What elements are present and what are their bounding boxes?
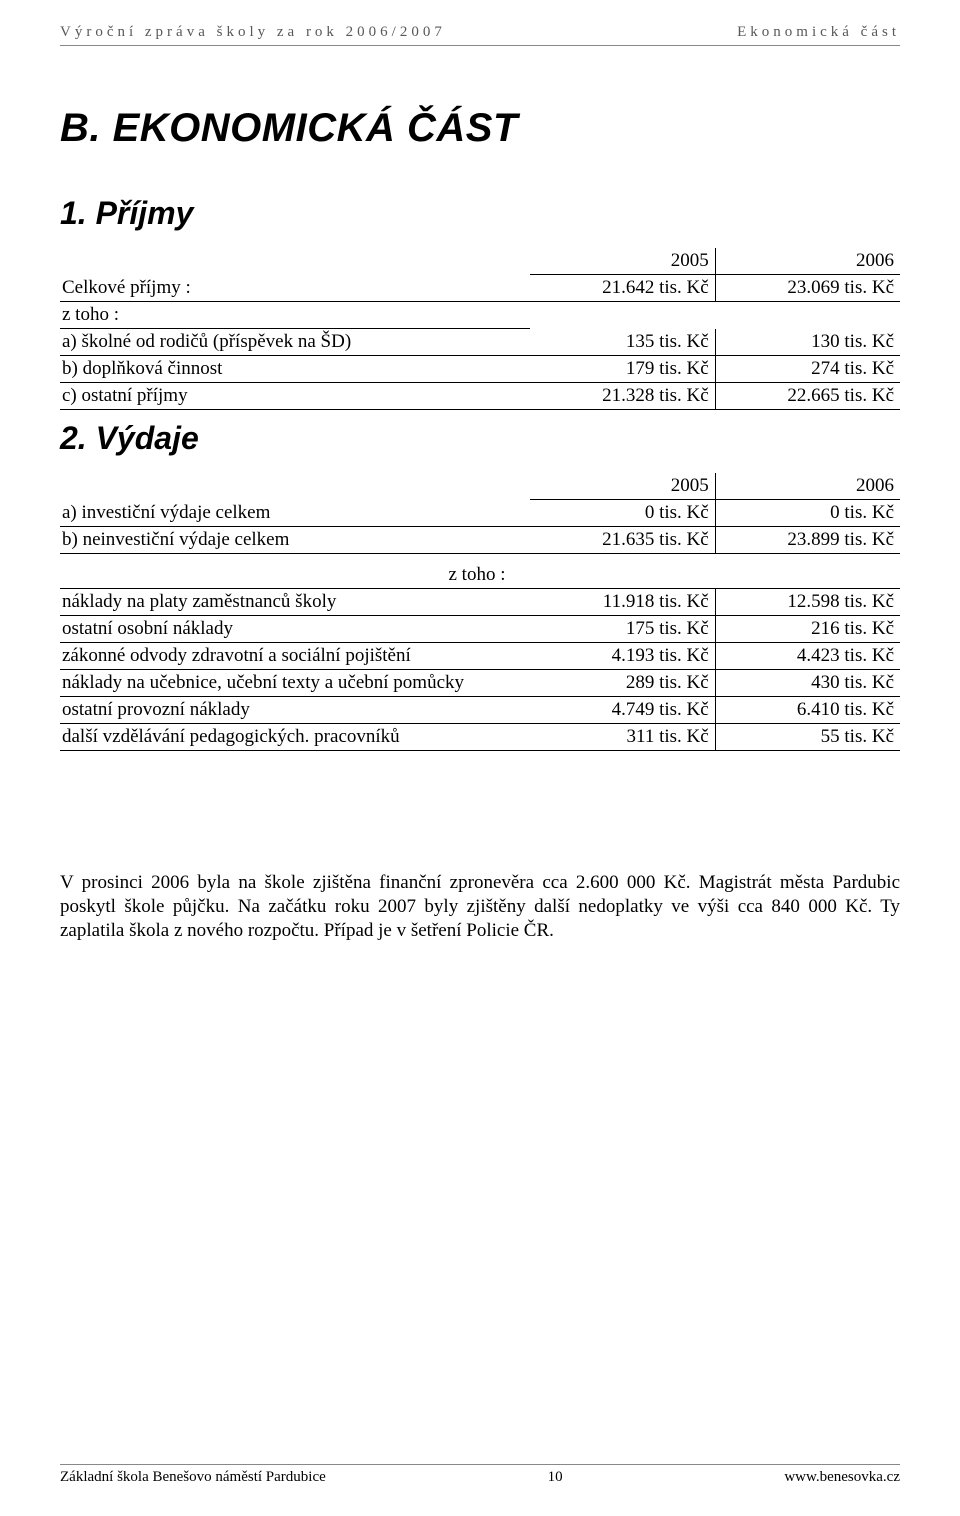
vydaje-b-v1: 21.635 tis. Kč	[530, 527, 715, 554]
vydaje-row-5-v1: 311 tis. Kč	[530, 723, 715, 750]
section-vydaje-title: 2. Výdaje	[60, 420, 900, 457]
body-paragraph: V prosinci 2006 byla na škole zjištěna f…	[60, 871, 900, 944]
header-left: Výroční zpráva školy za rok 2006/2007	[60, 24, 446, 41]
vydaje-row-3-v1: 289 tis. Kč	[530, 669, 715, 696]
footer-right: www.benesovka.cz	[784, 1469, 900, 1486]
vydaje-b-label: b) neinvestiční výdaje celkem	[60, 527, 530, 554]
z-toho-prijmy: z toho :	[60, 302, 530, 329]
prijmy-row-0-v1: 135 tis. Kč	[530, 329, 715, 356]
prijmy-year-2: 2006	[715, 248, 900, 275]
header-right: Ekonomická část	[737, 24, 900, 41]
vydaje-row-5-v2: 55 tis. Kč	[715, 723, 900, 750]
celkove-prijmy-v2: 23.069 tis. Kč	[715, 275, 900, 302]
prijmy-row-1-v1: 179 tis. Kč	[530, 356, 715, 383]
vydaje-row-1-label: ostatní osobní náklady	[60, 615, 530, 642]
page-footer: Základní škola Benešovo náměstí Pardubic…	[60, 1464, 900, 1486]
table-vydaje: 2005 2006 a) investiční výdaje celkem 0 …	[60, 473, 900, 751]
prijmy-row-2-label: c) ostatní příjmy	[60, 383, 530, 410]
vydaje-row-5-label: další vzdělávání pedagogických. pracovní…	[60, 723, 530, 750]
celkove-prijmy-label: Celkové příjmy :	[60, 275, 530, 302]
vydaje-b-v2: 23.899 tis. Kč	[715, 527, 900, 554]
prijmy-row-1-v2: 274 tis. Kč	[715, 356, 900, 383]
footer-page-number: 10	[548, 1469, 563, 1486]
vydaje-row-3-v2: 430 tis. Kč	[715, 669, 900, 696]
prijmy-row-2-v1: 21.328 tis. Kč	[530, 383, 715, 410]
vydaje-row-2-v1: 4.193 tis. Kč	[530, 642, 715, 669]
vydaje-row-4-v2: 6.410 tis. Kč	[715, 696, 900, 723]
section-prijmy-title: 1. Příjmy	[60, 195, 900, 232]
vydaje-row-0-v2: 12.598 tis. Kč	[715, 588, 900, 615]
prijmy-row-0-label: a) školné od rodičů (příspěvek na ŠD)	[60, 329, 530, 356]
vydaje-year-1: 2005	[530, 473, 715, 500]
vydaje-a-v1: 0 tis. Kč	[530, 500, 715, 527]
vydaje-row-3-label: náklady na učebnice, učební texty a učeb…	[60, 669, 530, 696]
vydaje-a-label: a) investiční výdaje celkem	[60, 500, 530, 527]
page-header: Výroční zpráva školy za rok 2006/2007 Ek…	[60, 24, 900, 46]
vydaje-row-4-label: ostatní provozní náklady	[60, 696, 530, 723]
vydaje-a-v2: 0 tis. Kč	[715, 500, 900, 527]
vydaje-row-4-v1: 4.749 tis. Kč	[530, 696, 715, 723]
prijmy-row-1-label: b) doplňková činnost	[60, 356, 530, 383]
z-toho-vydaje: z toho :	[60, 562, 900, 589]
prijmy-row-0-v2: 130 tis. Kč	[715, 329, 900, 356]
prijmy-row-2-v2: 22.665 tis. Kč	[715, 383, 900, 410]
vydaje-row-1-v2: 216 tis. Kč	[715, 615, 900, 642]
vydaje-year-2: 2006	[715, 473, 900, 500]
vydaje-row-1-v1: 175 tis. Kč	[530, 615, 715, 642]
vydaje-row-0-v1: 11.918 tis. Kč	[530, 588, 715, 615]
vydaje-row-0-label: náklady na platy zaměstnanců školy	[60, 588, 530, 615]
table-prijmy: 2005 2006 Celkové příjmy : 21.642 tis. K…	[60, 248, 900, 410]
prijmy-year-1: 2005	[530, 248, 715, 275]
vydaje-row-2-v2: 4.423 tis. Kč	[715, 642, 900, 669]
vydaje-row-2-label: zákonné odvody zdravotní a sociální poji…	[60, 642, 530, 669]
celkove-prijmy-v1: 21.642 tis. Kč	[530, 275, 715, 302]
main-title: B. EKONOMICKÁ ČÁST	[60, 106, 900, 151]
footer-left: Základní škola Benešovo náměstí Pardubic…	[60, 1469, 326, 1486]
